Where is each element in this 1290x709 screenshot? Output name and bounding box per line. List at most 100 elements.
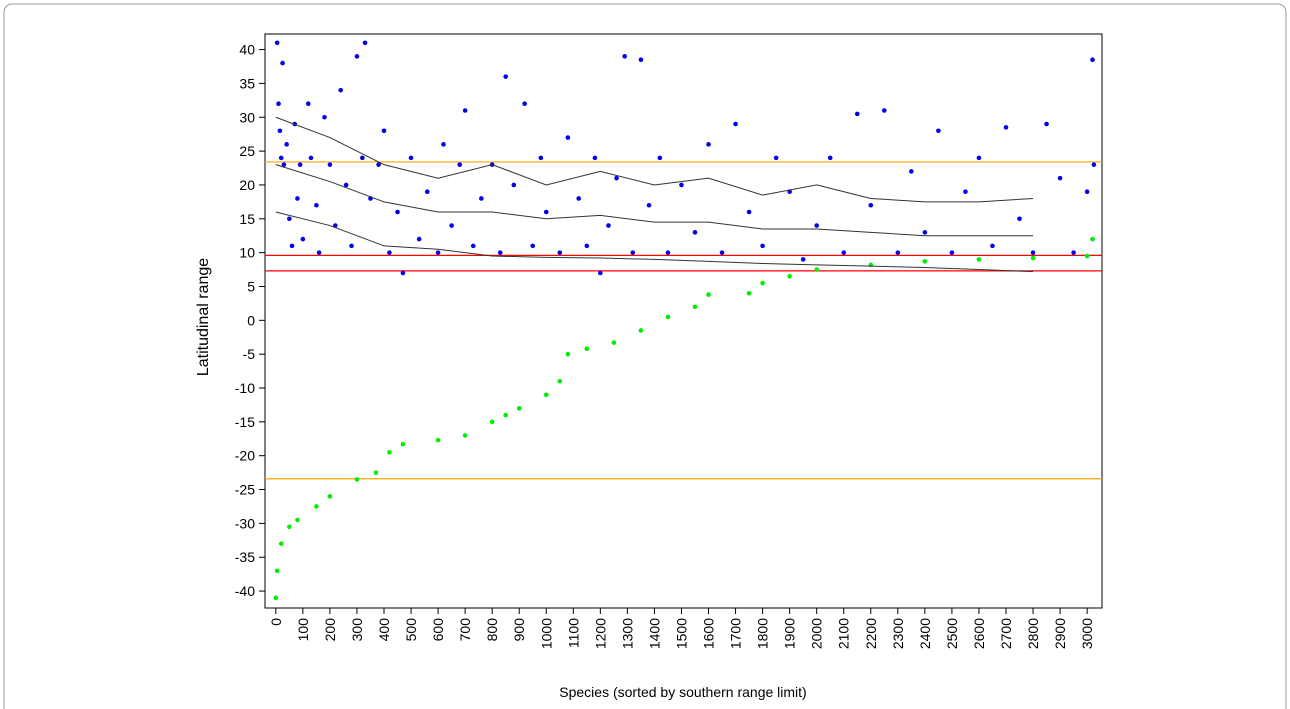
data-point: [281, 162, 287, 167]
x-tick-label: 2900: [1052, 618, 1068, 649]
x-tick-label: 1800: [755, 618, 771, 649]
data-point: [381, 128, 387, 134]
data-point: [557, 378, 563, 384]
data-point: [657, 155, 663, 161]
data-point: [462, 108, 468, 113]
data-point: [646, 202, 652, 208]
data-point: [598, 270, 603, 276]
data-point: [400, 270, 406, 276]
trend-line: [275, 116, 1034, 203]
data-point: [314, 202, 319, 208]
data-point: [1057, 175, 1063, 181]
data-point: [287, 216, 292, 222]
data-point: [314, 504, 319, 509]
data-point: [278, 541, 284, 546]
frame: [3, 3, 1287, 709]
data-point: [408, 155, 414, 161]
data-point: [516, 406, 522, 411]
plot-area: [264, 33, 1103, 609]
x-tick-label: 2300: [890, 618, 906, 649]
y-tick-label: -20: [235, 448, 255, 464]
x-tick-label: 1100: [565, 618, 581, 648]
y-tick-label: 0: [247, 312, 255, 328]
data-point: [630, 250, 636, 255]
data-point: [327, 162, 333, 167]
data-point: [787, 274, 792, 279]
data-point: [308, 155, 314, 161]
data-point: [511, 182, 517, 188]
data-point: [922, 259, 928, 264]
data-point: [274, 568, 280, 574]
data-point: [387, 450, 392, 455]
x-tick-label: 2200: [863, 618, 879, 649]
data-point: [1003, 125, 1009, 130]
x-tick-label: 3000: [1079, 618, 1095, 649]
data-point: [909, 169, 914, 174]
data-point: [441, 142, 446, 147]
data-point: [706, 142, 711, 147]
data-point: [565, 135, 571, 140]
data-point: [435, 250, 441, 255]
data-point: [1030, 255, 1036, 261]
data-point: [706, 292, 711, 297]
data-point: [416, 236, 422, 242]
x-tick-label: 2400: [917, 618, 933, 649]
data-point: [435, 437, 441, 443]
x-tick-label: 1500: [673, 618, 689, 649]
x-tick-label: 200: [322, 618, 338, 642]
y-tick-label: 30: [239, 109, 255, 125]
data-point: [665, 314, 671, 320]
data-point: [719, 250, 725, 255]
data-point: [976, 155, 982, 161]
data-point: [360, 155, 365, 161]
data-point: [814, 223, 819, 228]
x-tick-label: 0: [268, 618, 284, 626]
y-tick-label: -25: [235, 482, 255, 498]
data-point: [592, 155, 598, 161]
data-point: [289, 243, 295, 249]
data-point: [457, 162, 463, 167]
data-point: [449, 223, 454, 228]
data-point: [338, 87, 344, 93]
data-point: [1017, 216, 1022, 222]
data-point: [881, 108, 887, 113]
x-tick-label: 1000: [538, 618, 554, 649]
y-tick-label: -30: [235, 515, 255, 531]
y-tick-label: 15: [239, 211, 255, 227]
data-point: [424, 189, 430, 195]
y-tick-label: 10: [239, 245, 255, 261]
data-point: [692, 230, 698, 235]
data-point: [665, 250, 671, 255]
data-point: [1071, 250, 1076, 255]
data-point: [316, 250, 322, 255]
x-tick-label: 2600: [971, 618, 987, 649]
data-point: [362, 40, 368, 46]
data-point: [868, 202, 874, 208]
x-tick-label: 100: [295, 618, 311, 642]
x-tick-label: 800: [484, 618, 500, 642]
x-tick-label: 300: [349, 618, 365, 642]
data-point: [280, 60, 285, 66]
data-point: [800, 257, 806, 262]
data-point: [1084, 189, 1090, 195]
data-point: [274, 40, 280, 46]
data-point: [278, 155, 284, 161]
data-point: [638, 328, 644, 333]
x-tick-label: 500: [403, 618, 419, 642]
data-point: [295, 517, 300, 523]
y-tick-label: 5: [247, 278, 255, 294]
data-point: [489, 419, 495, 425]
data-point: [565, 351, 571, 357]
data-point: [327, 494, 333, 499]
data-point: [760, 243, 765, 249]
y-tick-label: -5: [243, 346, 256, 362]
data-point: [349, 243, 354, 249]
data-point: [679, 182, 684, 188]
data-point: [990, 243, 995, 249]
trend-line: [275, 211, 1034, 273]
data-point: [287, 524, 292, 530]
data-point: [284, 142, 289, 147]
y-axis-label: Latitudinal range: [195, 258, 212, 376]
data-point: [773, 155, 779, 161]
